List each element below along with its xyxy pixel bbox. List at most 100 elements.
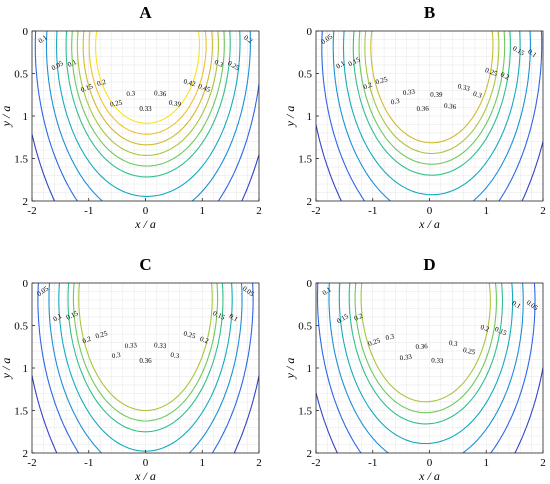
x-tick-label: 2 xyxy=(256,457,262,469)
contour-line-0.36 xyxy=(360,283,491,403)
contour-label: 0.3 xyxy=(213,58,225,69)
contour-line-0.2 xyxy=(328,283,524,453)
contour-label: 0.36 xyxy=(415,342,428,351)
x-tick-label: -1 xyxy=(368,205,377,217)
panel-b: 0.050.1 0.150.2 0.250.30.330.360.390.360.3… xyxy=(283,3,546,231)
contour-label: 0.1 xyxy=(335,59,347,71)
contour-label: 0.33 xyxy=(399,353,413,363)
panel-title: D xyxy=(423,255,435,274)
contour-line-0.39 xyxy=(370,31,494,144)
y-tick-label: 1.5 xyxy=(298,406,312,418)
contour-line-0.33 xyxy=(354,283,497,414)
contour-line-0.25 xyxy=(55,31,241,197)
panel-title: A xyxy=(139,3,152,22)
y-tick-label: 0 xyxy=(307,26,313,38)
contour-label: 0.25 xyxy=(183,329,197,340)
contour-group xyxy=(32,283,259,453)
contour-label: 0.15 xyxy=(80,82,95,94)
y-axis-label: y / a xyxy=(283,106,297,128)
contour-label: 0.36 xyxy=(416,105,429,113)
y-tick-label: 0 xyxy=(23,26,29,38)
contour-label: 0.33 xyxy=(431,356,444,365)
y-tick-label: 2 xyxy=(307,196,313,208)
contour-label: 0.2 xyxy=(242,34,254,46)
x-tick-label: -1 xyxy=(84,457,93,469)
contour-line-0.3 xyxy=(352,31,511,176)
contour-label: 0.33 xyxy=(139,105,152,113)
panel-title: C xyxy=(139,255,151,274)
y-tick-label: 0.5 xyxy=(14,69,28,81)
panel-c: 0.050.1 0.150.2 0.250.30.330.360.330.30.25… xyxy=(0,255,262,483)
contour-label: 0.2 xyxy=(199,335,210,346)
panel-a: 0.10.05 0.10.15 0.20.250.30.330.360.390.42… xyxy=(0,3,262,231)
contour-line-0.2 xyxy=(45,31,251,201)
contour-label: 0.36 xyxy=(154,89,167,98)
contour-label: 0.33 xyxy=(124,341,137,350)
x-tick-label: 1 xyxy=(200,205,206,217)
contour-group xyxy=(32,31,259,201)
contour-line-0.3 xyxy=(348,283,504,425)
x-tick-label: -2 xyxy=(27,205,36,217)
contour-line-0.36 xyxy=(364,31,500,155)
x-tick-label: 2 xyxy=(540,457,546,469)
y-tick-label: 1 xyxy=(23,111,29,123)
contour-label: 0.2 xyxy=(353,312,365,323)
panel-title: B xyxy=(424,3,435,22)
contour-label: 0.25 xyxy=(375,75,389,86)
contour-label: 0.3 xyxy=(170,351,180,360)
contour-line-0.33 xyxy=(358,31,506,165)
x-tick-label: 0 xyxy=(143,457,149,469)
contour-label: 0.3 xyxy=(111,351,121,360)
y-tick-label: 1.5 xyxy=(14,406,28,418)
contour-group xyxy=(316,283,543,453)
x-tick-label: 0 xyxy=(143,205,149,217)
contour-label: 0.2 xyxy=(96,78,107,88)
contour-label: 0.25 xyxy=(462,346,476,357)
x-axis-label: x / a xyxy=(134,469,156,483)
y-tick-label: 1 xyxy=(23,363,29,375)
x-axis-label: x / a xyxy=(418,217,440,231)
y-axis-label: y / a xyxy=(283,358,297,380)
x-tick-label: 0 xyxy=(427,205,433,217)
contour-line-0.3 xyxy=(67,283,224,433)
contour-label: 0.2 xyxy=(362,81,374,92)
y-tick-label: 1 xyxy=(307,111,313,123)
contour-label: 0.1 xyxy=(67,58,79,69)
contour-label: 0.39 xyxy=(430,91,443,99)
contour-label: 0.33 xyxy=(402,88,416,97)
x-tick-label: -1 xyxy=(368,457,377,469)
x-axis-label: x / a xyxy=(418,469,440,483)
contour-label: 0.3 xyxy=(472,90,483,100)
x-axis-label: x / a xyxy=(134,217,156,231)
contour-line-0.36 xyxy=(78,283,213,412)
y-tick-label: 0.5 xyxy=(298,321,312,333)
contour-line-0.25 xyxy=(338,283,514,445)
y-tick-label: 1.5 xyxy=(298,154,312,166)
contour-label: 0.3 xyxy=(390,97,401,107)
contour-label: 0.3 xyxy=(126,89,136,98)
contour-label: 0.25 xyxy=(367,336,382,348)
y-axis-label: y / a xyxy=(0,106,13,128)
contour-label: 0.33 xyxy=(154,341,167,350)
x-tick-label: -1 xyxy=(84,205,93,217)
y-tick-label: 2 xyxy=(23,448,29,460)
x-tick-label: -2 xyxy=(27,457,36,469)
contour-line-0.45 xyxy=(95,31,201,124)
contour-line-0.15 xyxy=(37,283,254,453)
contour-line-0.2 xyxy=(332,31,531,201)
contour-label: 0.1 xyxy=(228,312,240,324)
x-tick-label: 0 xyxy=(427,457,433,469)
contour-label: 0.25 xyxy=(109,98,123,108)
contour-label: 0.39 xyxy=(168,99,182,109)
x-tick-label: 1 xyxy=(484,205,490,217)
contour-label: 0.3 xyxy=(385,332,396,342)
contour-line-0.15 xyxy=(316,283,536,453)
contour-line-0.36 xyxy=(76,31,219,156)
contour-line-0.2 xyxy=(48,283,243,453)
x-tick-label: 1 xyxy=(200,457,206,469)
contour-label: 0.1 xyxy=(511,299,523,311)
contour-group xyxy=(316,31,543,201)
contour-line-0.42 xyxy=(88,31,207,135)
contour-line-0.33 xyxy=(72,283,219,422)
